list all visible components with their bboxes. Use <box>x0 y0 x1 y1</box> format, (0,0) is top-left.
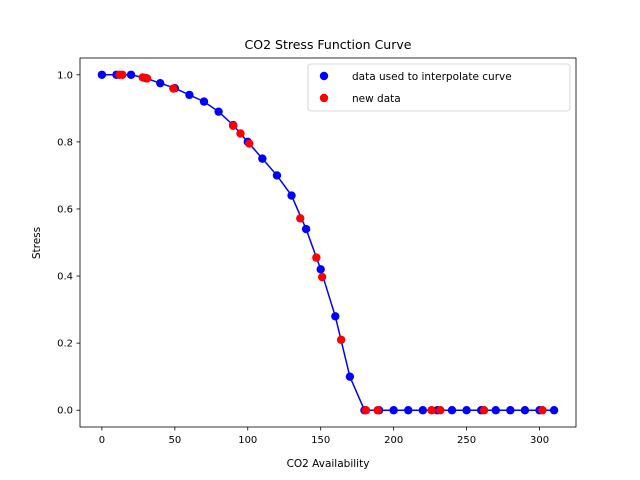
y-tick-label: 0.0 <box>57 406 73 417</box>
interpolation-point <box>506 406 515 415</box>
x-tick-label: 0 <box>99 435 105 446</box>
interpolation-point <box>389 406 398 415</box>
legend-marker <box>319 71 329 81</box>
y-axis-label: Stress <box>31 227 43 259</box>
interpolation-point <box>462 406 471 415</box>
legend-box <box>307 63 571 112</box>
y-tick-label: 1.0 <box>57 70 73 81</box>
interpolation-point <box>301 224 311 234</box>
interpolation-point <box>491 406 500 415</box>
new-data-point <box>373 406 382 415</box>
interpolation-point <box>97 70 107 79</box>
x-tick-label: 50 <box>168 435 181 446</box>
y-tick-label: 0.6 <box>57 204 73 215</box>
interpolation-point <box>345 372 355 381</box>
axes: 0 50 100 150 200 250 300 0.0 0.2 0.4 0.6 0.8 1.0 <box>57 57 577 446</box>
legend-entry: data used to interpolate curve <box>352 71 512 83</box>
y-tick-label: 0.8 <box>57 137 73 148</box>
new-data-point <box>317 272 327 282</box>
new-data-point <box>312 253 321 262</box>
new-data-point <box>118 70 127 79</box>
new-data-point <box>142 74 152 83</box>
interpolation-point <box>156 78 165 88</box>
interpolation-point <box>316 265 325 274</box>
interpolation-point <box>447 406 457 415</box>
new-data-point <box>436 406 445 415</box>
new-data-point <box>245 139 254 148</box>
new-data-point <box>479 406 489 415</box>
new-data-point <box>169 84 178 93</box>
interpolation-point <box>404 406 413 415</box>
new-data-point <box>228 121 238 130</box>
interpolation-point <box>418 406 428 415</box>
x-tick-label: 100 <box>238 435 257 446</box>
x-tick-label: 300 <box>530 435 549 446</box>
interpolation-point <box>214 107 223 116</box>
plot-area <box>97 70 559 415</box>
x-tick-label: 250 <box>457 435 476 446</box>
interpolation-point <box>185 90 194 100</box>
axes-frame <box>79 57 577 428</box>
interpolation-point <box>258 154 267 163</box>
interpolation-point <box>331 312 340 321</box>
interpolation-point <box>520 406 530 415</box>
y-tick-label: 0.4 <box>57 272 73 283</box>
new-data-point <box>361 406 371 415</box>
y-tick-label: 0.2 <box>57 339 73 350</box>
legend-marker <box>319 93 329 103</box>
x-axis-label: CO2 Availability <box>287 458 370 470</box>
new-data-point <box>427 406 436 415</box>
legend: data used to interpolate curve new data <box>307 63 571 112</box>
interpolation-point <box>549 406 559 415</box>
chart-title: CO2 Stress Function Curve <box>245 37 412 52</box>
interpolation-point <box>287 191 296 200</box>
interpolation-point <box>272 171 282 180</box>
x-tick-label: 150 <box>311 435 330 446</box>
interpolation-point <box>126 70 136 79</box>
x-tick-label: 200 <box>384 435 403 446</box>
interpolation-point <box>199 97 209 106</box>
new-data-point <box>296 214 305 223</box>
legend-entry: new data <box>352 93 401 105</box>
new-data-point <box>538 406 547 415</box>
new-data-point <box>336 335 346 344</box>
new-data-point <box>236 129 245 138</box>
series-line <box>101 74 555 411</box>
